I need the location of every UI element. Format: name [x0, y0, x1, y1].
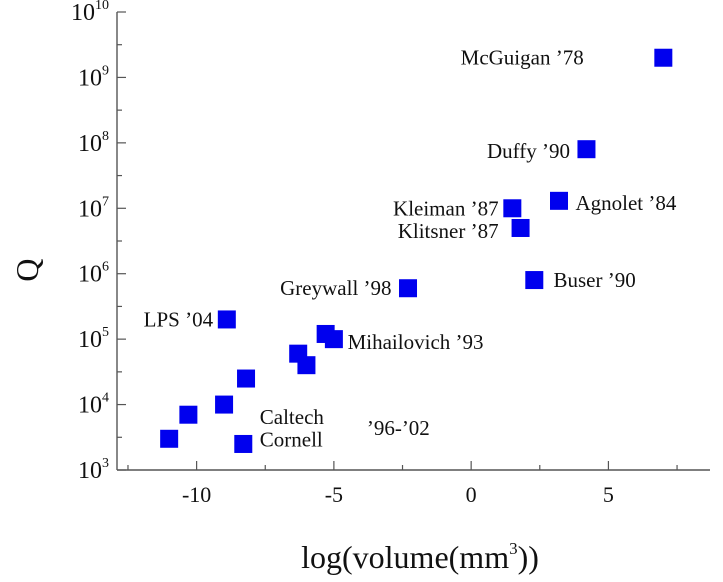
y-axis-title: Q: [9, 258, 45, 281]
y-tick-label: 105: [78, 325, 109, 353]
data-points: [160, 48, 673, 453]
point-annotation: Buser ’90: [554, 268, 636, 292]
x-tick-label: 5: [603, 482, 614, 507]
point-annotation: Agnolet ’84: [575, 191, 676, 215]
data-point: [550, 191, 569, 210]
data-point: [577, 140, 596, 159]
point-annotation: Mihailovich ’93: [348, 330, 484, 354]
y-tick-label: 107: [78, 194, 109, 222]
data-point: [297, 356, 316, 375]
data-point: [324, 330, 343, 349]
x-axis-ticks: -10 -5 0 5: [127, 461, 678, 507]
x-tick-label: -5: [325, 482, 343, 507]
point-annotation: Caltech: [260, 405, 325, 429]
y-tick-label: 103: [78, 456, 109, 484]
x-tick-label: -10: [182, 482, 211, 507]
point-annotation: Kleiman ’87: [393, 196, 499, 220]
y-tick-label: 109: [78, 63, 109, 91]
y-tick-label: 108: [78, 129, 109, 157]
data-point: [399, 279, 418, 298]
data-point: [217, 310, 236, 329]
data-point: [234, 434, 253, 453]
point-annotation: Cornell: [260, 428, 323, 452]
point-annotation: LPS ’04: [144, 307, 214, 331]
data-point: [160, 429, 179, 448]
data-point: [179, 405, 198, 424]
point-annotation: McGuigan ’78: [461, 46, 584, 70]
y-tick-label: 106: [78, 260, 109, 288]
y-tick-label: 104: [78, 391, 109, 419]
x-tick-label: 0: [466, 482, 477, 507]
y-axis-ticks: 103 104 105 106 107 108 109 1010: [71, 0, 126, 484]
point-annotation: Greywall ’98: [280, 276, 391, 300]
y-tick-label: 1010: [71, 0, 109, 26]
point-annotation: ’96-’02: [367, 416, 430, 440]
data-point: [503, 199, 522, 218]
data-point: [654, 48, 673, 67]
data-point: [237, 369, 256, 388]
point-annotation: Klitsner ’87: [398, 219, 499, 243]
point-annotation: Duffy ’90: [487, 139, 570, 163]
data-point: [215, 395, 234, 414]
x-axis-title: log(volume(mm3)): [301, 539, 539, 575]
data-point: [525, 271, 544, 290]
point-annotations: McGuigan ’78 Duffy ’90 Agnolet ’84 Kleiman …: [144, 46, 677, 452]
data-point: [511, 218, 530, 237]
